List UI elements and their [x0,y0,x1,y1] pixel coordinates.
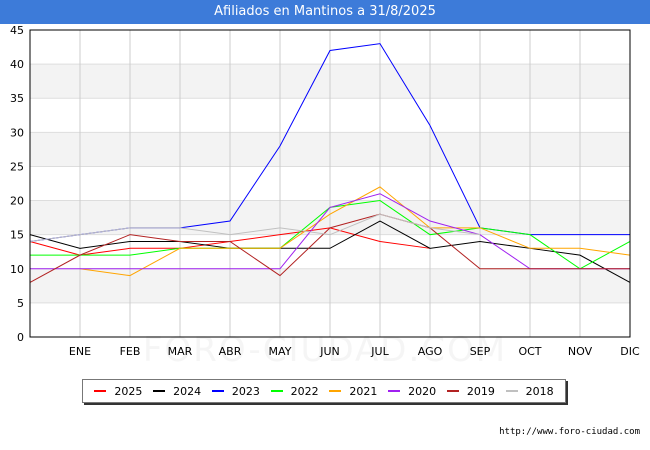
y-tick-label: 5 [17,297,24,310]
x-tick-label: ABR [219,345,242,358]
legend-item: 2019 [446,384,495,398]
legend-swatch [270,390,283,392]
legend-item: 2023 [211,384,260,398]
chart-title: Afiliados en Mantinos a 31/8/2025 [0,0,650,24]
y-tick-label: 0 [17,331,24,344]
y-tick-label: 20 [10,195,24,208]
y-tick-label: 10 [10,263,24,276]
x-tick-label: AGO [418,345,443,358]
x-tick-label: FEB [120,345,141,358]
plot-frame [29,29,631,338]
series-lines [29,43,631,283]
legend: 2025 2024 2023 2022 2021 2020 2019 2018 [82,379,566,403]
series-line-2019 [29,213,630,283]
legend-item: 2024 [153,385,201,398]
y-tick-label: 40 [10,58,24,71]
legend-label: 2021 [349,384,378,398]
y-tick-label: 15 [10,229,24,242]
x-tick-label: SEP [470,345,491,358]
legend-swatch [94,390,107,392]
legend-swatch [153,390,166,392]
x-tick-label: DIC [620,345,640,358]
y-tick-label: 45 [10,24,24,37]
legend-label: 2025 [114,384,143,398]
series-line-2018 [29,213,481,242]
legend-item: 2022 [270,384,319,398]
legend-swatch [329,390,342,392]
source-link[interactable]: http://www.foro-ciudad.com [499,427,640,437]
legend-swatch [388,390,401,392]
legend-item: 2018 [505,384,554,398]
legend-item: 2021 [329,385,377,398]
y-tick-label: 30 [10,126,24,139]
x-tick-label: JUL [370,345,389,358]
legend-label: 2024 [173,384,202,398]
x-tick-labels: ENE FEB MAR ABR MAY JUN JUL AGO SEP OCT NOV DIC [69,345,640,358]
x-tick-label: OCT [518,345,541,358]
x-tick-label: JUN [319,345,340,358]
legend-label: 2019 [466,384,495,398]
legend-swatch [211,390,224,392]
y-tick-label: 25 [10,160,24,173]
x-tick-label: NOV [568,345,593,358]
legend-item: 2025 [94,385,142,398]
legend-label: 2022 [290,384,319,398]
legend-item: 2020 [388,385,436,398]
legend-label: 2018 [525,384,554,398]
x-tick-label: MAR [168,345,193,358]
legend-swatch [505,390,518,392]
legend-swatch [446,390,459,392]
legend-label: 2020 [408,384,437,398]
y-tick-label: 35 [10,92,24,105]
legend-label: 2023 [231,384,260,398]
x-tick-label: MAY [269,345,292,358]
x-tick-label: ENE [69,345,91,358]
y-tick-labels: 0 5 10 15 20 25 30 35 40 45 [10,24,24,344]
